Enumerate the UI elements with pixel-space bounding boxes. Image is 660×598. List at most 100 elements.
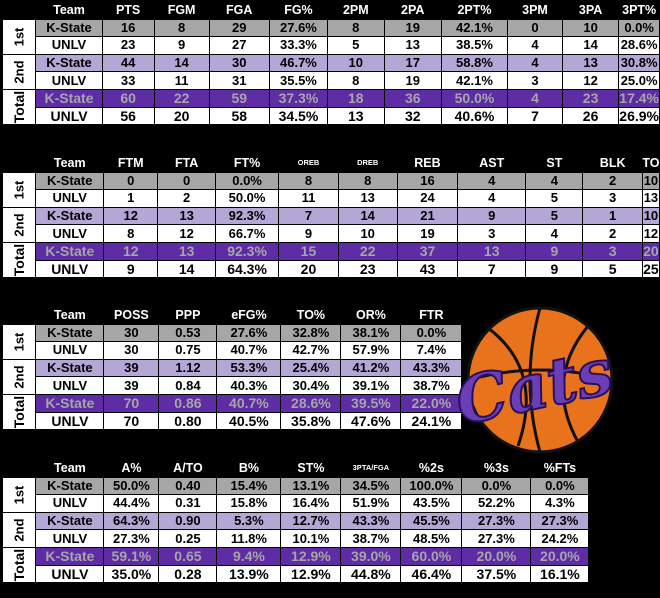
stat-cell: 2 — [157, 189, 216, 208]
period-label-text: 2nd — [11, 60, 27, 84]
stat-cell: 51.9% — [340, 494, 402, 513]
team-name-cell: K-State — [35, 358, 105, 378]
stat-cell: 34.5% — [268, 106, 328, 126]
stat-cell: 7 — [278, 206, 339, 226]
stat-cell: 4 — [507, 36, 563, 55]
column-header: TO — [642, 155, 660, 173]
stat-cell: 3 — [582, 241, 643, 261]
stat-cell: 50.0% — [103, 476, 160, 496]
stat-cell: 12 — [157, 224, 216, 243]
stat-cell: 26.9% — [618, 106, 660, 126]
stat-cell: 38.1% — [340, 323, 402, 343]
stat-cell: 27.3% — [461, 511, 532, 531]
period-label: 1st — [1, 323, 37, 360]
stat-cell: 100.0% — [400, 476, 463, 496]
stat-cell: 25.4% — [280, 358, 342, 378]
stat-cell: 19 — [383, 71, 442, 90]
basketball-icon — [466, 306, 614, 454]
column-header: 3PT% — [618, 2, 660, 20]
table-row: 1st K-State 50.0% 0.40 15.4% 13.1% 34.5% 100.0%… — [1, 476, 590, 513]
stat-cell: 33 — [101, 71, 155, 90]
column-header: A% — [103, 460, 159, 478]
stat-cell: 0.53 — [158, 323, 218, 343]
team-name-cell: UNLV — [35, 411, 105, 431]
stat-cell: 11 — [153, 71, 210, 90]
stat-cell: 19 — [396, 224, 459, 243]
stat-cell: 50.0% — [440, 88, 509, 108]
stat-cell: 92.3% — [214, 206, 280, 226]
stat-cell: 1 — [582, 206, 643, 226]
table-row: UNLV 9 14 64.3% 20 23 43 7 9 5 25 — [3, 259, 660, 279]
stat-cell: 9 — [457, 206, 527, 226]
period-label: 2nd — [1, 206, 37, 243]
stat-cell: 4 — [525, 224, 584, 243]
column-header: B% — [216, 460, 281, 478]
team-name-cell: K-State — [35, 206, 105, 226]
stat-cell: 9 — [525, 241, 584, 261]
team-name-cell: K-State — [35, 18, 103, 38]
stat-cell: 21 — [396, 206, 459, 226]
team-name-cell: UNLV — [35, 341, 105, 360]
stat-cell: 37.5% — [461, 564, 532, 584]
stat-cell: 40.7% — [216, 393, 282, 413]
stat-cell: 2 — [582, 224, 643, 243]
stat-cell: 20.0% — [530, 546, 590, 566]
stat-cell: 0.0% — [530, 476, 590, 496]
period-label: Total — [1, 88, 37, 126]
column-header: eFG% — [216, 307, 281, 325]
stat-cell: 92.3% — [214, 241, 280, 261]
team-name-cell: UNLV — [35, 376, 105, 395]
stat-cell: 13 — [157, 206, 216, 226]
stat-cell: 20 — [278, 259, 339, 279]
period-label-text: Total — [11, 548, 28, 581]
stat-cell: 50.0% — [214, 189, 280, 208]
period-label-text: 1st — [11, 27, 27, 47]
stat-cell: 13 — [641, 189, 660, 208]
period-label: 2nd — [1, 358, 37, 395]
stat-cell: 42.7% — [280, 341, 342, 360]
stat-cell: 57.9% — [340, 341, 402, 360]
stat-cell: 59 — [208, 88, 270, 108]
stat-cell: 70 — [103, 393, 160, 413]
stats-table-1: Team PTS FGM FGA FG% 2PM 2PA 2PT% 3PM 3PA 3PT% 1st K… — [1, 2, 660, 126]
table-row: 1st K-State 16 8 29 27.6% 8 19 42.1% 0 10 0.0% — [1, 18, 660, 55]
stat-cell: 43.3% — [400, 358, 463, 378]
stat-cell: 27.3% — [461, 529, 532, 548]
column-header: OREB — [278, 155, 339, 173]
stat-cell: 8 — [326, 71, 385, 90]
stat-cell: 0 — [157, 171, 216, 191]
stat-cell: 30 — [103, 323, 160, 343]
stat-cell: 29 — [208, 18, 270, 38]
table-row: 1st K-State 30 0.53 27.6% 32.8% 38.1% 0.0% — [1, 323, 463, 360]
column-header: ST% — [280, 460, 341, 478]
column-header: 2PM — [327, 2, 385, 20]
stat-cell: 4.3% — [530, 494, 590, 513]
table-row: 1st K-State 0 0 0.0% 8 8 16 4 4 2 10 — [1, 171, 660, 208]
table-row: 2nd K-State 12 13 92.3% 7 14 21 9 5 1 10 — [1, 206, 660, 243]
stat-cell: 24.1% — [400, 411, 463, 431]
stat-cell: 8 — [326, 18, 385, 38]
stat-cell: 5 — [525, 206, 584, 226]
period-label-text: Total — [11, 243, 28, 276]
period-label-text: 2nd — [11, 213, 27, 237]
stat-cell: 12.9% — [280, 564, 342, 584]
stat-cell: 13 — [157, 241, 216, 261]
column-header: 3PA — [562, 2, 619, 20]
stat-cell: 43 — [396, 259, 459, 279]
stat-cell: 30.4% — [280, 376, 342, 395]
table-row: Total K-State 12 13 92.3% 15 22 37 13 9 3 20 — [1, 241, 660, 279]
stat-cell: 35.8% — [280, 411, 342, 431]
stat-cell: 30.8% — [618, 53, 660, 73]
team-name-cell: UNLV — [35, 36, 103, 55]
stat-cell: 44.4% — [103, 494, 160, 513]
stat-cell: 58.8% — [440, 53, 509, 73]
stat-cell: 14 — [153, 53, 210, 73]
stat-cell: 20 — [153, 106, 210, 126]
stat-cell: 13 — [337, 189, 398, 208]
table-row: UNLV 44.4% 0.31 15.8% 16.4% 51.9% 43.5% 52.2% 4.… — [3, 494, 590, 513]
stat-cell: 37.3% — [268, 88, 328, 108]
stat-cell: 0.0% — [618, 18, 660, 38]
stat-cell: 0.25 — [158, 529, 218, 548]
stat-cell: 40.7% — [216, 341, 282, 360]
stat-cell: 30 — [103, 341, 160, 360]
